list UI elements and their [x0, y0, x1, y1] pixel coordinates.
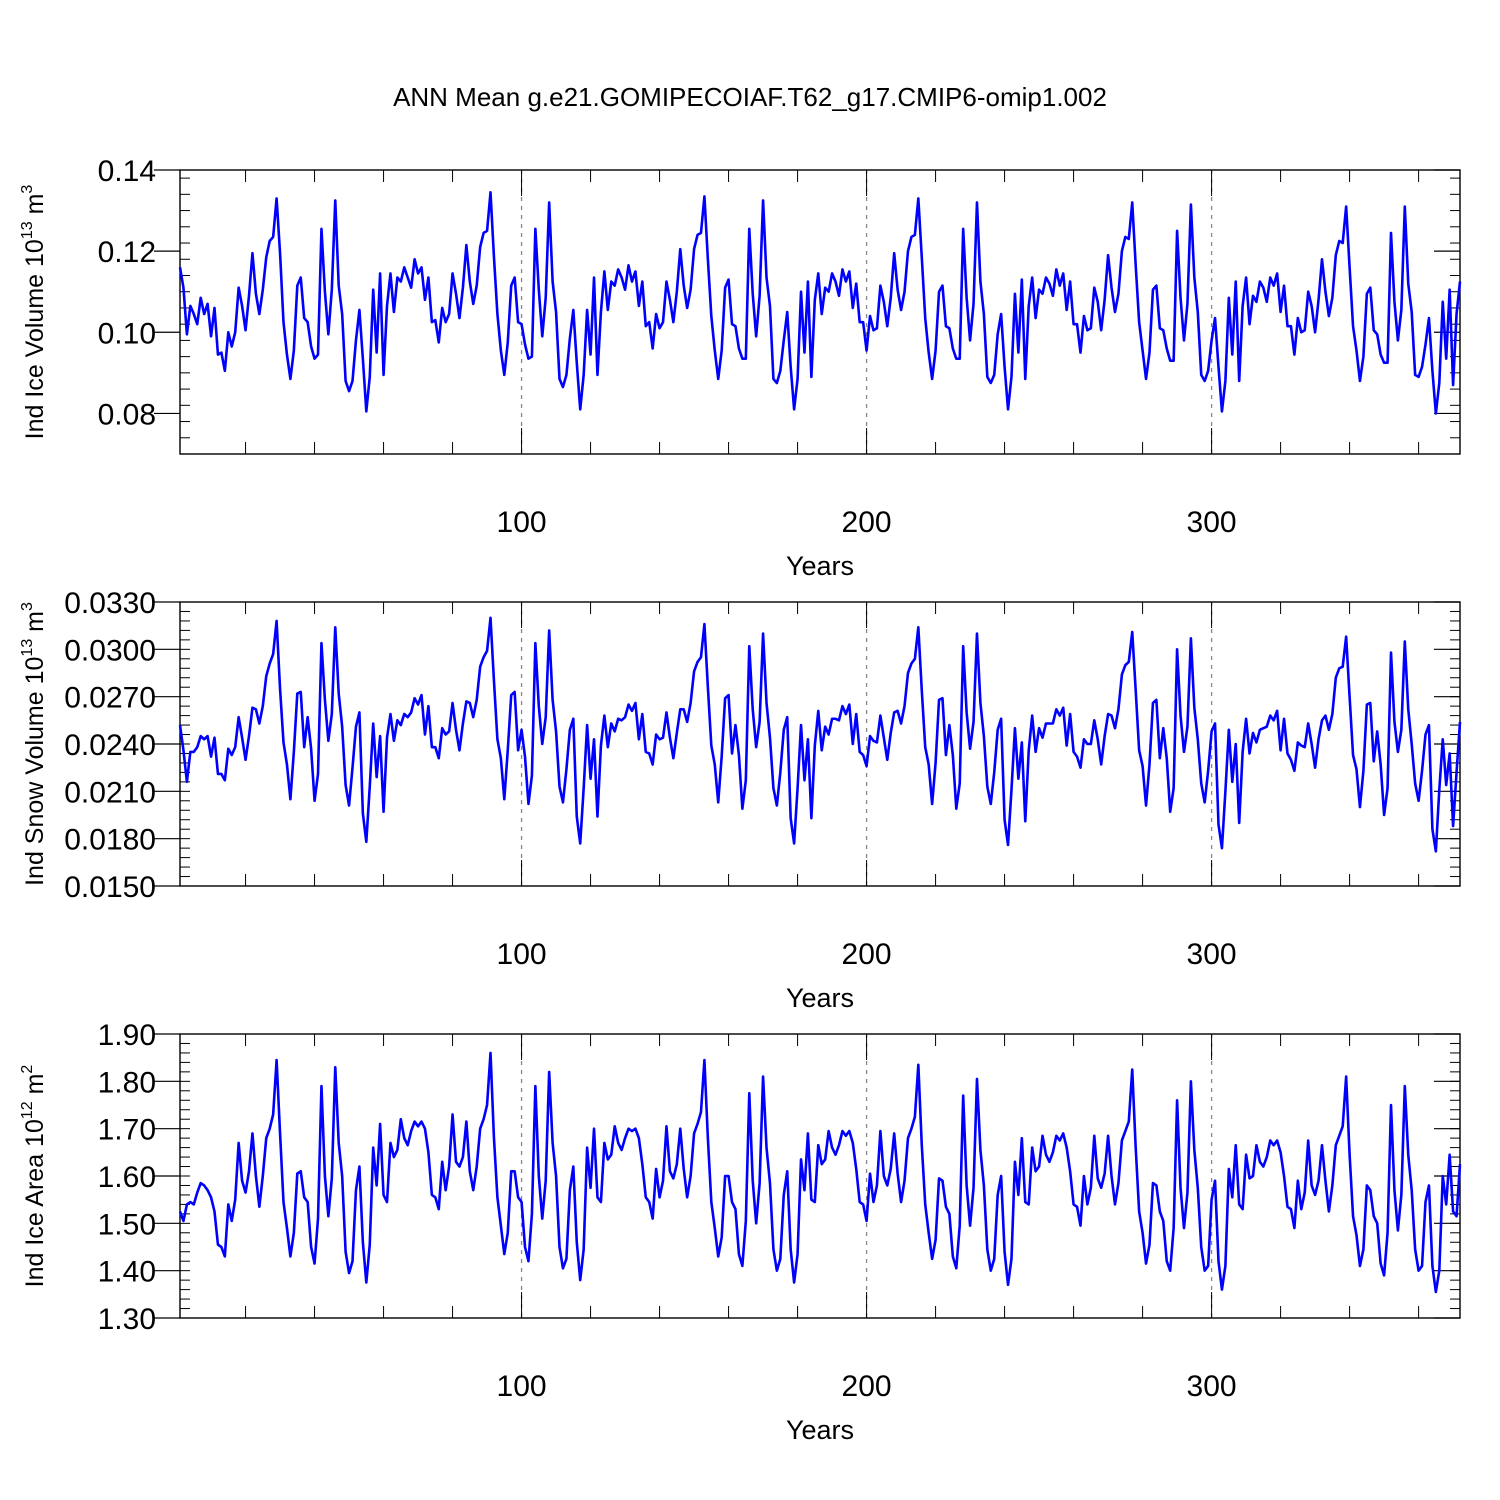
y-axis-label-part: Ind Ice Volume 10	[21, 239, 49, 439]
ytick-label: 0.0180	[64, 824, 156, 857]
series-line-1	[178, 1051, 1462, 1294]
ytick-label: 1.70	[98, 1114, 156, 1147]
xtick-label-200: 200	[842, 938, 892, 971]
xtick-label-100: 100	[497, 938, 547, 971]
series-line-1	[178, 616, 1462, 853]
x-axis-label: Years	[786, 983, 854, 1013]
ytick-label: 1.60	[98, 1161, 156, 1194]
ytick-label: 0.0150	[64, 871, 156, 904]
y-axis-label-exponent: 13	[19, 639, 36, 657]
y-axis-label-exponent: 13	[19, 221, 36, 239]
ytick-label: 0.10	[98, 317, 156, 350]
y-axis-label-part: m	[21, 611, 49, 639]
ytick-label: 0.0270	[64, 682, 156, 715]
y-axis-label: Ind Snow Volume 1013 m3	[19, 602, 49, 886]
y-axis-label-exponent: 3	[19, 185, 36, 194]
y-axis-label-part: Ind Ice Area 10	[21, 1119, 49, 1287]
y-axis-label-exponent: 2	[19, 1065, 36, 1074]
ytick-label: 0.0240	[64, 729, 156, 762]
x-axis-label: Years	[786, 551, 854, 581]
ytick-label: 1.50	[98, 1208, 156, 1241]
panel-3: 100 200 300 Years 1.30 1.40 1.50 1.60 1.70 1.80 1.…	[19, 1019, 1462, 1445]
ytick-label: 1.90	[98, 1019, 156, 1052]
xtick-label-300: 300	[1187, 506, 1237, 539]
xtick-label-100: 100	[497, 1370, 547, 1403]
ytick-label: 0.0330	[64, 587, 156, 620]
y-axis-label-part: Ind Snow Volume 10	[21, 657, 49, 886]
ytick-label: 1.30	[98, 1303, 156, 1336]
x-axis-label: Years	[786, 1415, 854, 1445]
ytick-label: 0.0300	[64, 634, 156, 667]
ytick-label: 0.12	[98, 236, 156, 269]
ytick-label: 1.40	[98, 1256, 156, 1289]
panel-1: 100 200 300 Years 0.08 0.10 0.12 0.14 Ind Ice Vo…	[19, 155, 1462, 581]
panel-2: 100 200 300 Years 0.0150 0.0180 0.0210 0.0240 0.…	[19, 587, 1462, 1013]
ytick-label: 1.80	[98, 1066, 156, 1099]
y-axis-label-part: m	[21, 194, 49, 222]
xtick-label-200: 200	[842, 1370, 892, 1403]
plot-frame	[179, 169, 1461, 455]
ytick-label: 0.08	[98, 398, 156, 431]
series-line-1	[178, 191, 1462, 415]
xtick-label-100: 100	[497, 506, 547, 539]
ytick-label: 0.14	[98, 155, 156, 188]
xtick-label-300: 300	[1187, 1370, 1237, 1403]
ytick-label: 0.0210	[64, 776, 156, 809]
y-axis-label-exponent: 12	[19, 1101, 36, 1119]
xtick-label-300: 300	[1187, 938, 1237, 971]
y-axis-label-part: m	[21, 1074, 49, 1102]
y-axis-label: Ind Ice Area 1012 m2	[19, 1065, 49, 1288]
y-axis-label-exponent: 3	[19, 602, 36, 611]
xtick-label-200: 200	[842, 506, 892, 539]
y-axis-label: Ind Ice Volume 1013 m3	[19, 185, 49, 440]
figure-title: ANN Mean g.e21.GOMIPECOIAF.T62_g17.CMIP6…	[393, 82, 1107, 112]
